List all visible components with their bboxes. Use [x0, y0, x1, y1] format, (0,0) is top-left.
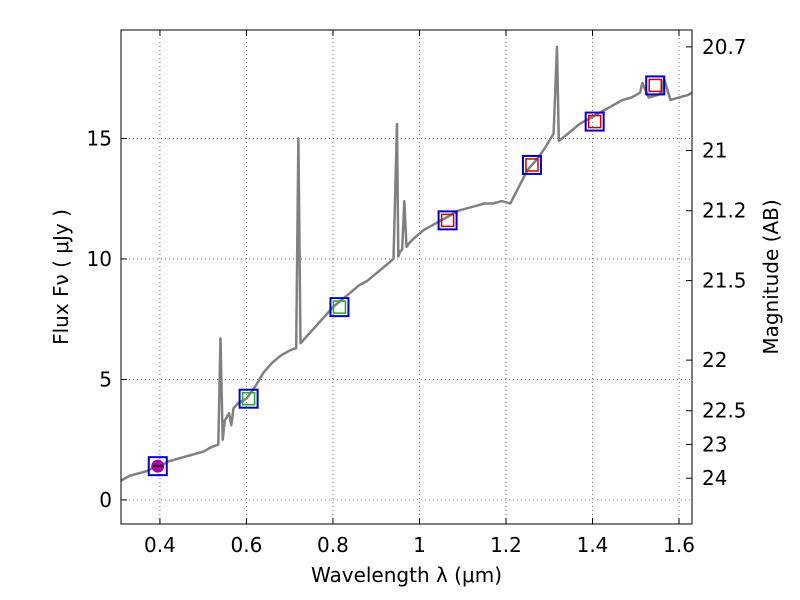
x-tick-label: 1.2 — [490, 533, 522, 557]
x-tick-label: 0.6 — [231, 533, 263, 557]
x-tick-label: 1.4 — [577, 533, 609, 557]
x-tick-label: 0.8 — [317, 533, 349, 557]
y2-tick-label: 21 — [702, 138, 727, 162]
photometry-point-obs — [241, 391, 256, 406]
spectrum-line — [121, 45, 692, 482]
photometry-point-model — [238, 388, 259, 409]
photometry-points — [147, 75, 666, 477]
y2-tick-label: 24 — [702, 466, 727, 490]
y2-axis-label: Magnitude (AB) — [759, 199, 783, 354]
plot-frame — [120, 29, 693, 525]
y2-tick-label: 22.5 — [702, 399, 747, 423]
axis-ticks: 0.4 0.6 0.8 1 1.2 1.4 1.6 0 5 10 15 20.7 21 21.2 21.5 2… — [87, 30, 747, 557]
photometry-point-obs — [587, 114, 602, 129]
x-tick-label: 1.6 — [663, 533, 695, 557]
y2-tick-label: 23 — [702, 432, 727, 456]
photometry-point-obs — [440, 213, 455, 228]
photometry-point-model — [329, 297, 350, 318]
y2-tick-label: 20.7 — [702, 35, 747, 59]
y2-tick-label: 21.2 — [702, 199, 747, 223]
x-tick-label: 1 — [413, 533, 426, 557]
photometry-point-model — [584, 111, 605, 132]
y-tick-label: 15 — [87, 126, 112, 150]
x-axis-label: Wavelength λ (μm) — [311, 563, 502, 587]
spectrum-layer — [121, 45, 692, 482]
y-tick-label: 10 — [87, 247, 112, 271]
photometry-point-obs — [332, 300, 347, 314]
x-tick-label: 0.4 — [144, 533, 176, 557]
y2-tick-label: 21.5 — [702, 269, 747, 293]
photometry-point-model — [437, 210, 458, 231]
photometry-point-model — [521, 154, 542, 175]
y-axis-label: Flux Fν ( μJy ) — [49, 209, 73, 345]
photometry-point-model — [147, 456, 168, 477]
y2-tick-label: 22 — [702, 348, 727, 372]
photometry-point-obs — [525, 158, 539, 172]
photometry-point-model — [645, 75, 666, 96]
photometry-point-obs — [648, 78, 662, 93]
y-tick-label: 0 — [99, 488, 112, 512]
y-tick-label: 5 — [99, 367, 112, 391]
